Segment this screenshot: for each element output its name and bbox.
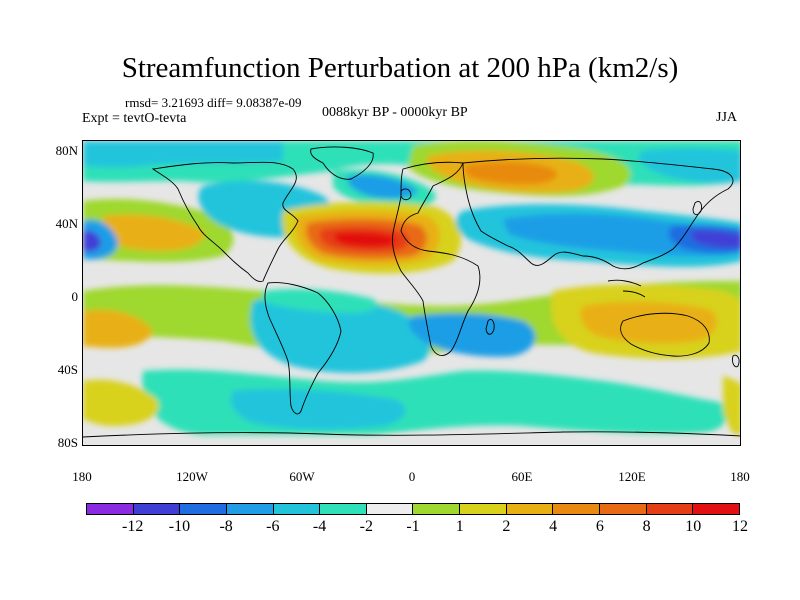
asia-coast — [462, 157, 734, 270]
southern-green-band — [142, 369, 728, 440]
chart-title: Streamfunction Perturbation at 200 hPa (… — [121, 52, 679, 84]
australia-coast — [620, 312, 710, 357]
colorbar-swatch — [506, 504, 554, 514]
south-america-green — [263, 288, 377, 313]
colorbar-swatch — [320, 504, 367, 514]
experiment-label: Expt = tevtO-tevta — [82, 111, 187, 126]
colorbar-label: -4 — [312, 518, 327, 535]
colorbar-label: 12 — [732, 518, 748, 535]
colorbar-swatch — [460, 504, 507, 514]
colorbar-label: 10 — [685, 518, 702, 535]
british-isles-coast — [400, 188, 412, 201]
period-label: 0088kyr BP - 0000kyr BP — [322, 105, 468, 120]
east-pacific-indigo — [691, 230, 740, 248]
y-tick-40s: 40S — [57, 362, 78, 377]
atlantic-blue — [347, 174, 418, 199]
arctic-west-blue — [83, 141, 283, 168]
colorbar — [86, 503, 740, 515]
colorbar-swatch — [180, 504, 227, 514]
map-plot — [82, 140, 741, 446]
x-tick-60w: 60W — [289, 469, 315, 484]
x-tick-120e: 120E — [618, 469, 646, 484]
colorbar-swatch — [87, 504, 134, 514]
australia-orange — [580, 301, 717, 344]
colorbar-label: -10 — [168, 518, 191, 535]
nw-pacific-blue — [638, 148, 740, 183]
antarctica-coast — [83, 431, 740, 438]
colorbar-swatch — [553, 504, 601, 514]
colorbar-swatch — [600, 504, 647, 514]
y-tick-80n: 80N — [55, 143, 78, 158]
x-tick-60e: 60E — [511, 469, 533, 484]
colorbar-swatch — [366, 504, 414, 514]
y-tick-80s: 80S — [57, 435, 78, 450]
europe-africa-coast — [392, 161, 481, 357]
colorbar-swatch — [693, 504, 739, 514]
colorbar-label: -1 — [406, 518, 420, 535]
colorbar-label: 1 — [455, 518, 464, 535]
colorbar-swatch — [413, 504, 461, 514]
north-america-coast — [151, 161, 299, 282]
colorbar-swatch — [273, 504, 321, 514]
map-svg — [83, 141, 740, 445]
field-layer — [83, 141, 740, 445]
antarctic-gray — [83, 436, 740, 445]
colorbar-label: 6 — [595, 518, 604, 535]
south-pacific-orange — [83, 309, 153, 348]
colorbar-label: -2 — [359, 518, 373, 535]
south-pacific-yellow — [83, 379, 159, 426]
colorbar-label: 8 — [642, 518, 651, 535]
colorbar-label: -8 — [219, 518, 233, 535]
south-atlantic-cyan — [231, 388, 406, 430]
colorbar-label: -6 — [266, 518, 280, 535]
greenland-coast — [310, 146, 374, 180]
sahara-red-center — [335, 232, 396, 248]
indonesia-coast — [607, 279, 646, 298]
colorbar-swatch — [646, 504, 694, 514]
stats-text: rmsd= 3.21693 diff= 9.08387e-09 — [125, 95, 302, 110]
new-zealand-coast — [732, 354, 740, 368]
south-america-coast — [264, 282, 342, 415]
pacific-west-orange — [103, 214, 204, 251]
coastline-layer — [83, 146, 740, 438]
x-tick-180w: 180 — [72, 469, 92, 484]
colorbar-label: -12 — [122, 518, 144, 535]
indian-ocean-cyan — [408, 313, 536, 357]
colorbar-swatch — [133, 504, 181, 514]
colorbar-label: 4 — [549, 518, 558, 535]
x-tick-180e: 180 — [730, 469, 750, 484]
antarctic-yellow-east — [723, 376, 740, 441]
colorbar-label: 2 — [502, 518, 511, 535]
season-label: JJA — [716, 110, 738, 125]
japan-coast — [692, 200, 702, 216]
y-tick-40n: 40N — [55, 216, 78, 231]
colorbar-swatch — [226, 504, 274, 514]
west-pacific-dark-blue — [83, 230, 101, 252]
x-tick-0: 0 — [408, 469, 416, 484]
eurasia-core-orange — [463, 161, 557, 185]
y-tick-0: 0 — [71, 289, 79, 304]
madagascar-coast — [485, 318, 495, 335]
x-tick-120w: 120W — [176, 469, 208, 484]
